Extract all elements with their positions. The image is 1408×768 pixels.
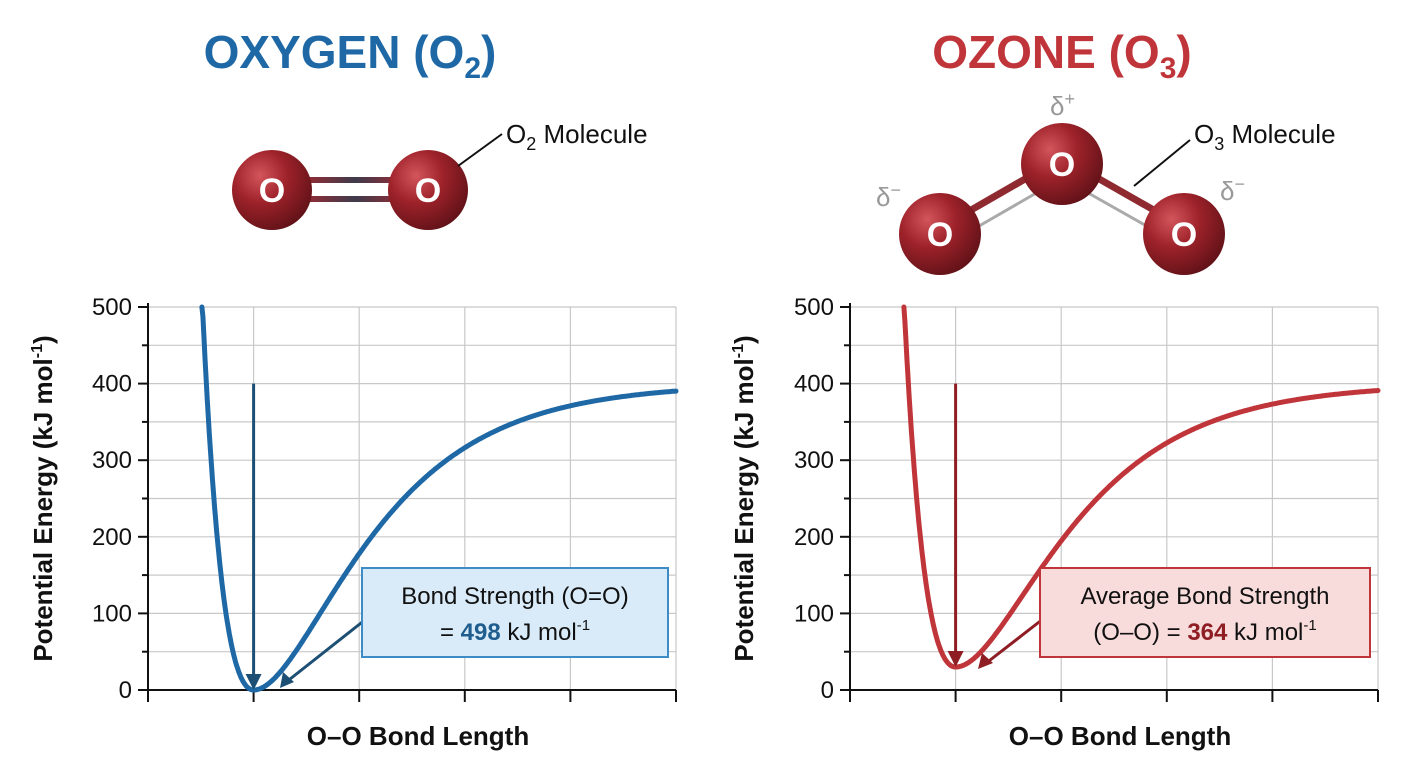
- o2-atom-left: [232, 150, 312, 230]
- o2-title: OXYGEN (O2): [204, 26, 497, 85]
- o2-molecule: O O O2 Molecule: [232, 119, 648, 230]
- o3-y-label: Potential Energy (kJ mol-1): [729, 335, 759, 661]
- o3-y-tick-label: 200: [794, 524, 834, 551]
- o2-y-tick-label: 300: [92, 447, 132, 474]
- o3-label-leader: [1133, 139, 1191, 187]
- o2-callout-pointer: [284, 610, 376, 685]
- o2-atom-left-label: O: [259, 172, 285, 210]
- o2-label-leader: [457, 133, 503, 167]
- o2-bond-arrowhead: [245, 674, 262, 690]
- o2-energy-curve: [199, 304, 679, 693]
- o2-chart: 0 100 200 300 400 500 O–O Bond Length Potential…: [28, 294, 679, 751]
- o3-energy-curve: [901, 304, 1381, 670]
- o3-charge-center: δ+: [1050, 89, 1075, 121]
- o3-callout: Average Bond Strength (O–O) = 364 kJ mol…: [978, 567, 1371, 669]
- o3-y-tick-label: 0: [821, 677, 834, 704]
- o3-y-tick-label: 300: [794, 447, 834, 474]
- o3-callout-arrowhead: [978, 653, 993, 669]
- o3-atom-right: [1143, 193, 1225, 275]
- o3-title: OZONE (O3): [932, 26, 1191, 85]
- o2-callout-arrowhead: [280, 672, 294, 688]
- o2-y-label: Potential Energy (kJ mol-1): [28, 335, 58, 661]
- o2-callout-line1: Bond Strength (O=O): [401, 583, 628, 610]
- o2-callout-line2: = 498 kJ mol-1: [440, 617, 590, 646]
- o2-y-tick-label: 400: [92, 371, 132, 398]
- o2-bond-top: [300, 177, 410, 183]
- o3-y-tick-label: 400: [794, 371, 834, 398]
- o3-chart: 0 100 200 300 400 500 O–O Bond Length Potential…: [729, 294, 1381, 751]
- o3-atom-left: [899, 193, 981, 275]
- o3-molecule: O O O δ+ δ− δ− O3 Molecule: [876, 89, 1336, 275]
- o3-y-tick-label: 500: [794, 294, 834, 321]
- o3-charge-right: δ−: [1220, 174, 1245, 206]
- o3-atom-center-label: O: [1049, 146, 1075, 184]
- o2-callout-box: [361, 567, 669, 658]
- o2-x-label: O–O Bond Length: [307, 721, 529, 751]
- o3-y-tick-label: 100: [794, 600, 834, 627]
- o2-atom-right-label: O: [415, 172, 441, 210]
- o3-bond-arrowhead: [947, 651, 964, 668]
- o3-molecule-label: O3 Molecule: [1194, 119, 1336, 154]
- o2-y-tick-label: 200: [92, 524, 132, 551]
- o2-y-tick-label: 100: [92, 600, 132, 627]
- o2-atom-right: [388, 150, 468, 230]
- o2-callout: Bond Strength (O=O) = 498 kJ mol-1: [280, 567, 669, 688]
- o2-molecule-label: O2 Molecule: [506, 119, 648, 154]
- o2-y-tick-label: 500: [92, 294, 132, 321]
- o2-bond-bottom: [300, 196, 410, 202]
- o2-y-tick-label: 0: [119, 677, 132, 704]
- o3-atom-right-label: O: [1171, 216, 1197, 254]
- o3-atom-center: [1021, 123, 1103, 205]
- o3-callout-line1: Average Bond Strength: [1080, 583, 1329, 610]
- o3-charge-left: δ−: [876, 180, 901, 212]
- o3-callout-line2: (O–O) = 364 kJ mol-1: [1093, 617, 1316, 646]
- o3-callout-box: [1039, 567, 1371, 658]
- o3-x-label: O–O Bond Length: [1009, 721, 1231, 751]
- o3-atom-left-label: O: [927, 216, 953, 254]
